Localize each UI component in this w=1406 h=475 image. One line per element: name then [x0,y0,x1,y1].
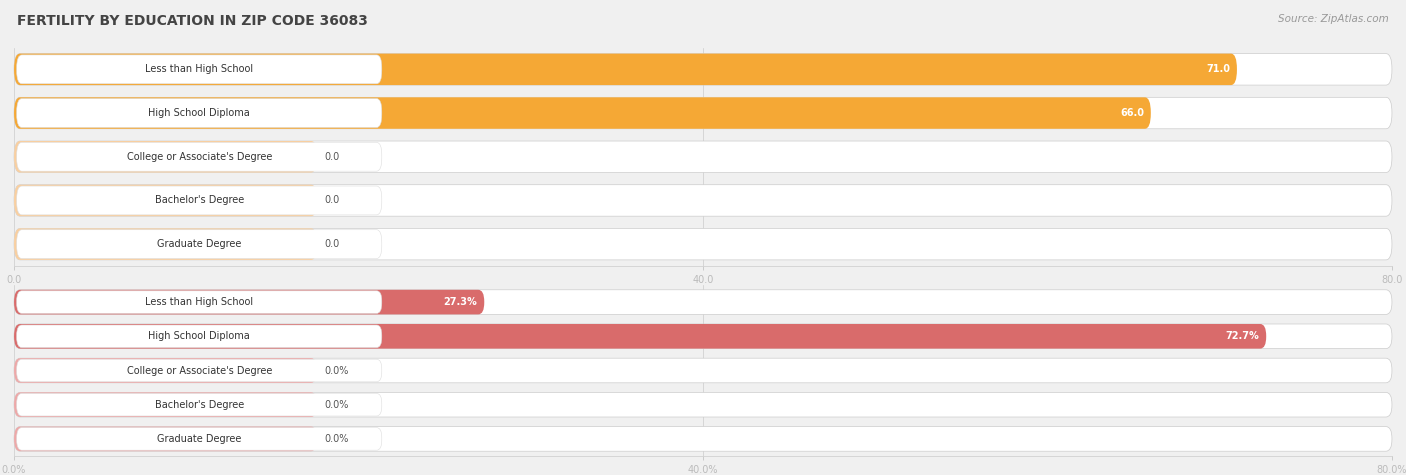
Text: 27.3%: 27.3% [444,297,478,307]
FancyBboxPatch shape [14,392,318,417]
Text: 0.0: 0.0 [325,195,339,206]
FancyBboxPatch shape [14,358,1392,383]
FancyBboxPatch shape [17,359,382,382]
FancyBboxPatch shape [14,290,484,314]
FancyBboxPatch shape [14,228,1392,260]
Text: Graduate Degree: Graduate Degree [157,239,242,249]
FancyBboxPatch shape [14,54,1392,85]
FancyBboxPatch shape [14,324,1392,349]
Text: 0.0: 0.0 [325,152,339,162]
FancyBboxPatch shape [17,99,382,127]
Text: Graduate Degree: Graduate Degree [157,434,242,444]
FancyBboxPatch shape [17,428,382,450]
Text: 71.0: 71.0 [1206,64,1230,75]
Text: Bachelor's Degree: Bachelor's Degree [155,195,243,206]
FancyBboxPatch shape [14,97,1392,129]
FancyBboxPatch shape [17,230,382,258]
Text: Less than High School: Less than High School [145,297,253,307]
Text: 0.0%: 0.0% [325,365,349,376]
FancyBboxPatch shape [14,358,318,383]
Text: 72.7%: 72.7% [1226,331,1260,342]
FancyBboxPatch shape [17,142,382,171]
FancyBboxPatch shape [14,54,1237,85]
FancyBboxPatch shape [14,427,1392,451]
Text: FERTILITY BY EDUCATION IN ZIP CODE 36083: FERTILITY BY EDUCATION IN ZIP CODE 36083 [17,14,368,28]
FancyBboxPatch shape [17,55,382,84]
FancyBboxPatch shape [14,427,318,451]
Text: College or Associate's Degree: College or Associate's Degree [127,365,271,376]
FancyBboxPatch shape [14,97,1152,129]
Text: College or Associate's Degree: College or Associate's Degree [127,152,271,162]
Text: Bachelor's Degree: Bachelor's Degree [155,399,243,410]
FancyBboxPatch shape [14,141,318,172]
FancyBboxPatch shape [14,185,318,216]
Text: Source: ZipAtlas.com: Source: ZipAtlas.com [1278,14,1389,24]
FancyBboxPatch shape [17,291,382,314]
FancyBboxPatch shape [17,325,382,348]
FancyBboxPatch shape [14,185,1392,216]
FancyBboxPatch shape [14,290,1392,314]
FancyBboxPatch shape [14,141,1392,172]
Text: High School Diploma: High School Diploma [149,331,250,342]
FancyBboxPatch shape [17,393,382,416]
Text: Less than High School: Less than High School [145,64,253,75]
Text: 0.0%: 0.0% [325,434,349,444]
FancyBboxPatch shape [14,228,318,260]
FancyBboxPatch shape [17,186,382,215]
Text: High School Diploma: High School Diploma [149,108,250,118]
FancyBboxPatch shape [14,324,1267,349]
Text: 66.0: 66.0 [1121,108,1144,118]
Text: 0.0%: 0.0% [325,399,349,410]
FancyBboxPatch shape [14,392,1392,417]
Text: 0.0: 0.0 [325,239,339,249]
